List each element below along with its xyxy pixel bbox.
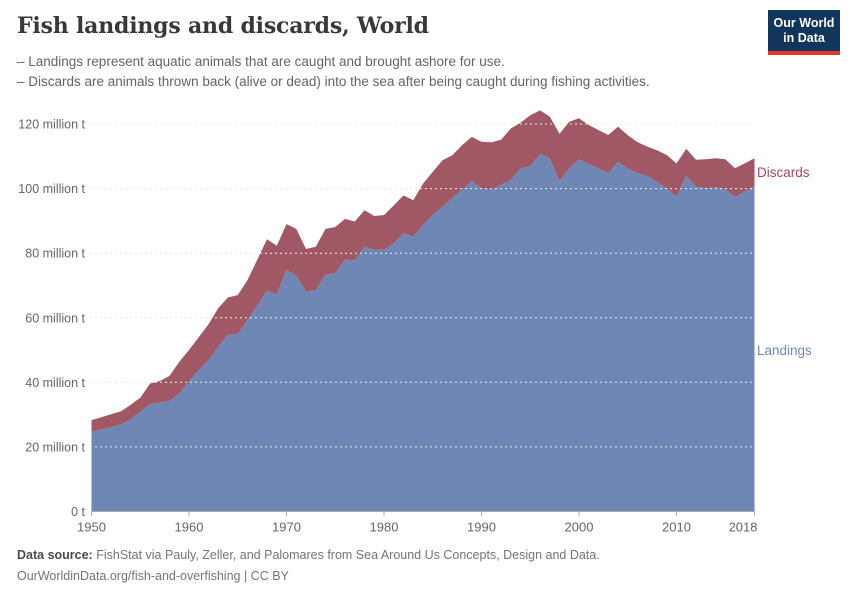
subtitle-line-2: – Discards are animals thrown back (aliv… xyxy=(17,73,650,89)
y-axis-tick-label: 20 million t xyxy=(25,440,85,454)
discards-series-label: Discards xyxy=(757,165,810,180)
owid-logo: Our World in Data xyxy=(768,10,840,55)
y-axis-tick-label: 80 million t xyxy=(25,247,85,261)
chart-subtitle: – Landings represent aquatic animals tha… xyxy=(17,52,650,91)
x-axis-tick-label: 1990 xyxy=(467,520,496,535)
x-axis-tick-label: 1970 xyxy=(272,520,301,535)
y-axis-tick-label: 0 t xyxy=(71,505,85,519)
footer-source-line: Data source: FishStat via Pauly, Zeller,… xyxy=(17,545,600,566)
x-axis-tick-label: 1960 xyxy=(175,520,204,535)
owid-logo-box: Our World in Data xyxy=(768,10,840,51)
y-axis-tick-label: 40 million t xyxy=(25,376,85,390)
y-axis-tick-label: 120 million t xyxy=(18,118,85,132)
footer-source-prefix: Data source: xyxy=(17,548,93,562)
x-axis-tick-label: 1980 xyxy=(370,520,399,535)
x-axis-tick-label: 2010 xyxy=(662,520,691,535)
landings-series-label: Landings xyxy=(757,343,812,358)
landings-area xyxy=(91,153,755,512)
y-axis-tick-label: 100 million t xyxy=(18,182,85,196)
owid-logo-line-2: in Data xyxy=(783,31,825,45)
page-title: Fish landings and discards, World xyxy=(17,13,429,39)
footer-source-text: FishStat via Pauly, Zeller, and Palomare… xyxy=(92,548,600,562)
discards-area xyxy=(91,110,755,433)
chart-footer: Data source: FishStat via Pauly, Zeller,… xyxy=(17,545,600,587)
x-axis-tick-label: 1950 xyxy=(77,520,106,535)
owid-logo-stripe xyxy=(768,51,840,55)
x-axis-tick-label: 2018 xyxy=(729,520,758,535)
x-axis-tick-label: 2000 xyxy=(565,520,594,535)
subtitle-line-1: – Landings represent aquatic animals tha… xyxy=(17,54,505,69)
y-axis-tick-label: 60 million t xyxy=(25,311,85,325)
owid-logo-line-1: Our World xyxy=(773,16,835,30)
footer-license-line: OurWorldinData.org/fish-and-overfishing … xyxy=(17,569,289,583)
